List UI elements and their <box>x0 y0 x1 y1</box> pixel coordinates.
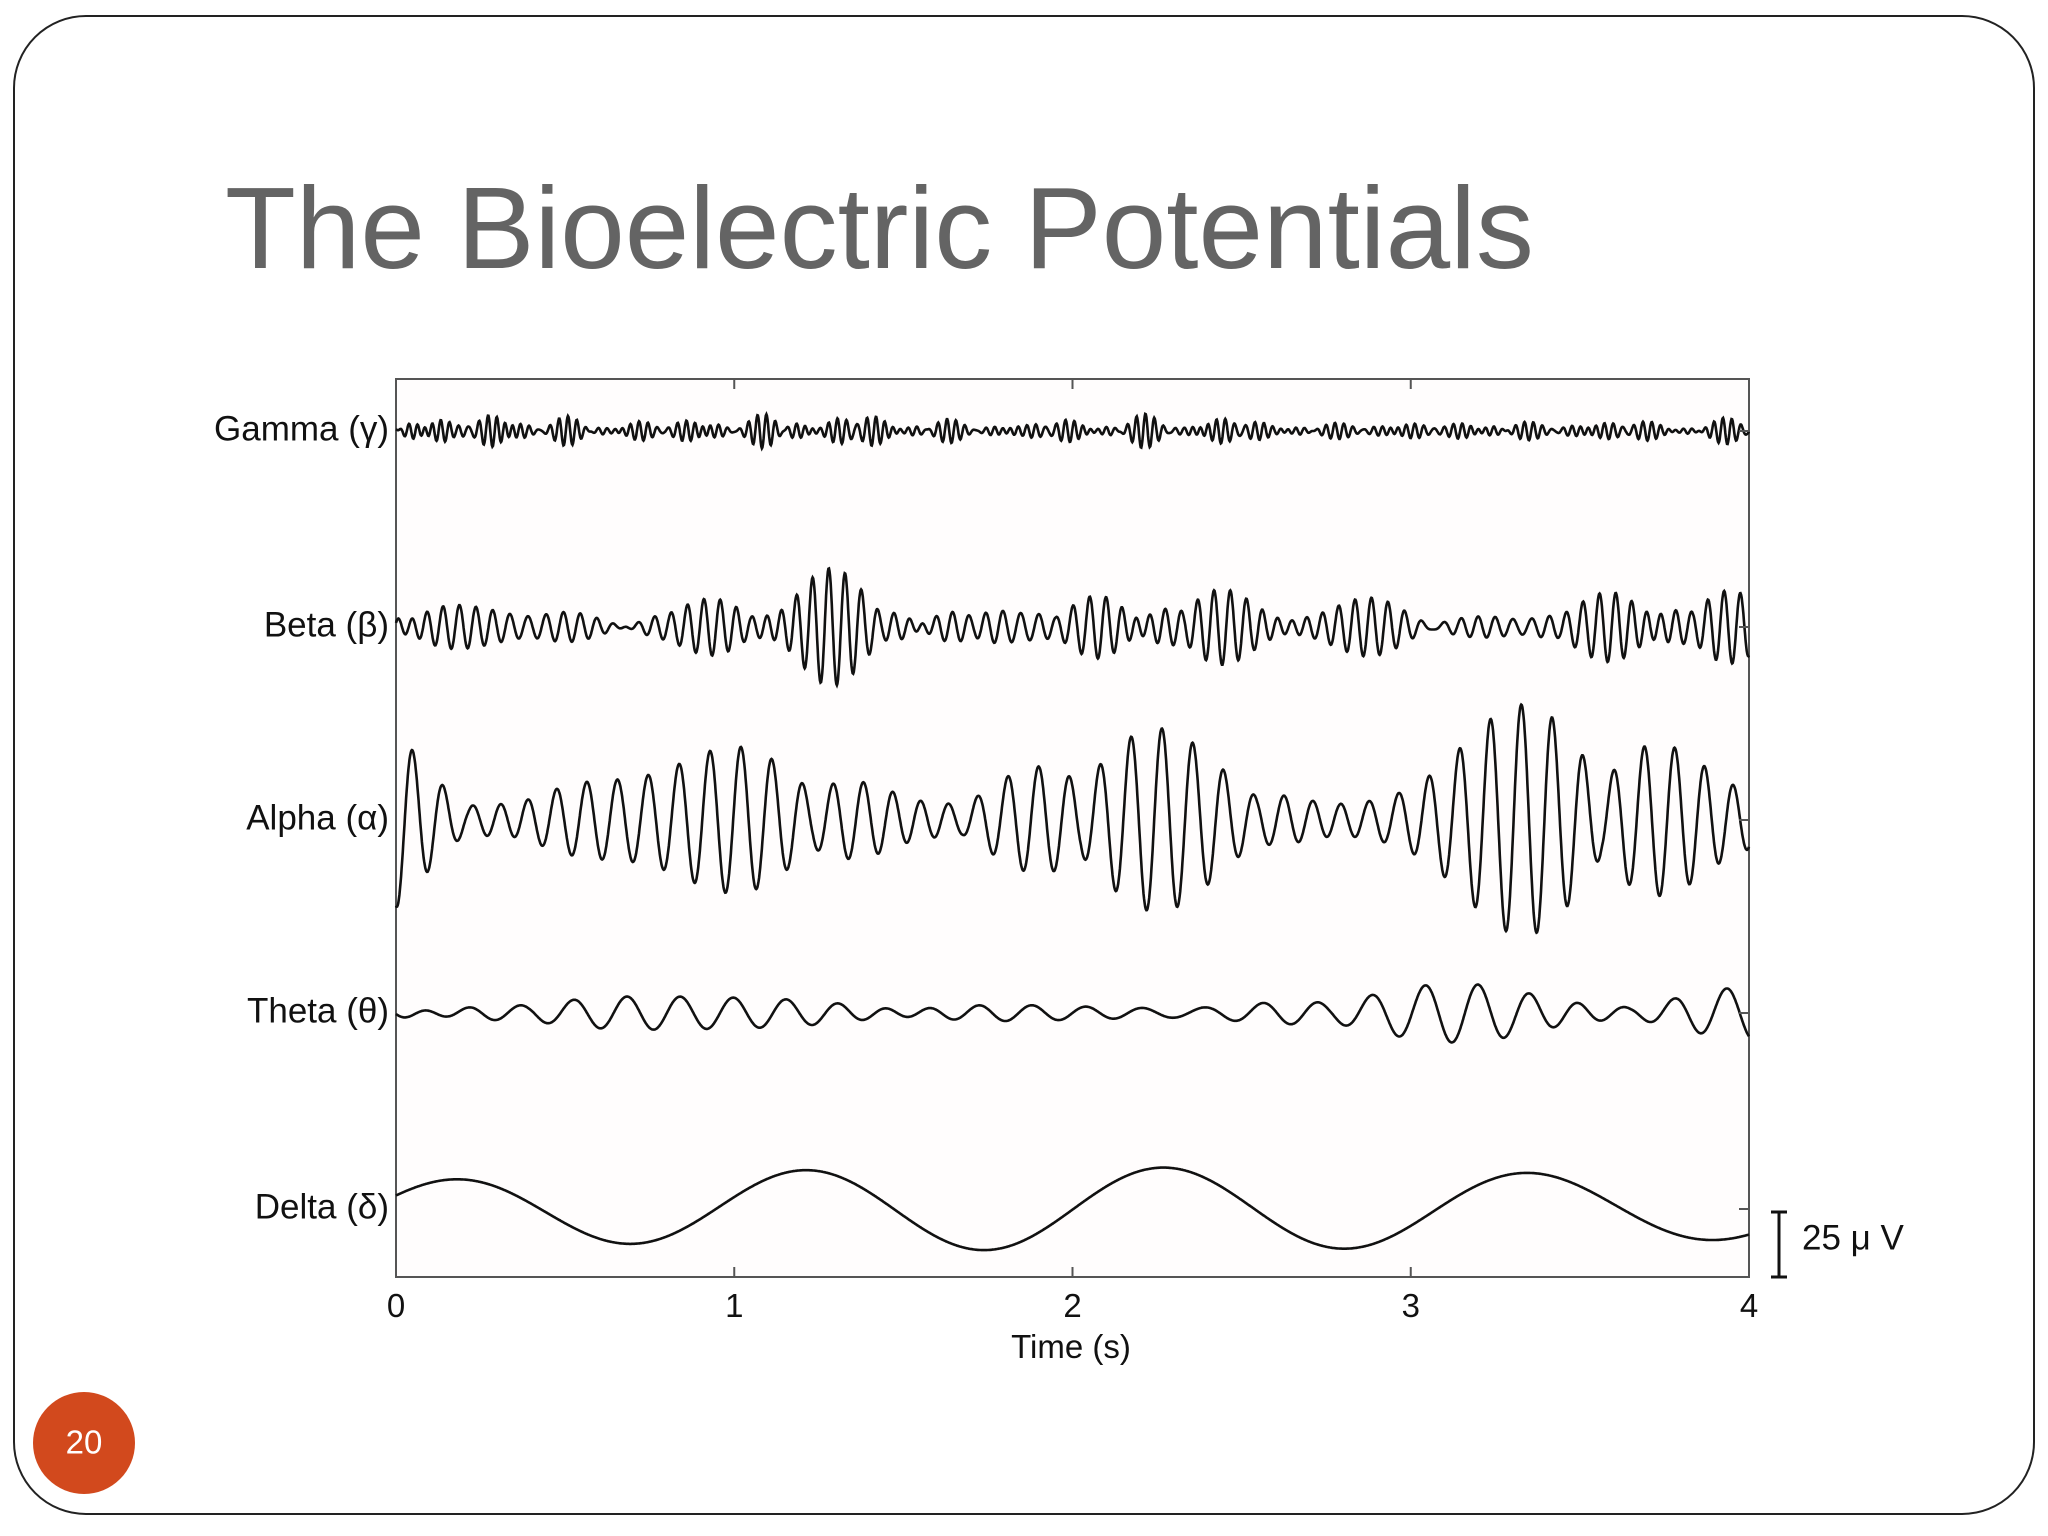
x-tick-label: 0 <box>387 1287 405 1324</box>
waveforms <box>394 410 1751 1252</box>
x-tick-label: 4 <box>1740 1287 1758 1324</box>
x-tick-label: 2 <box>1063 1287 1081 1324</box>
channel-label: Theta (θ) <box>247 991 389 1030</box>
x-axis-label: Time (s) <box>1011 1328 1131 1365</box>
waveform <box>395 983 1751 1044</box>
plot-frame <box>395 378 1750 1278</box>
waveform <box>394 702 1751 935</box>
slide-number: 20 <box>66 1424 103 1461</box>
waveform <box>394 566 1751 689</box>
x-tick-label: 1 <box>725 1287 743 1324</box>
scale-bar-label: 25 μ V <box>1802 1218 1905 1257</box>
channel-label: Alpha (α) <box>246 798 389 837</box>
slide-number-badge <box>33 1392 135 1494</box>
channel-label: Gamma (γ) <box>214 409 389 448</box>
channel-label: Delta (δ) <box>255 1187 389 1226</box>
slide-title: The Bioelectric Potentials <box>225 163 1534 293</box>
waveform <box>395 410 1751 452</box>
waveform <box>395 1166 1750 1252</box>
channel-label: Beta (β) <box>264 605 389 644</box>
x-tick-label: 3 <box>1402 1287 1420 1324</box>
